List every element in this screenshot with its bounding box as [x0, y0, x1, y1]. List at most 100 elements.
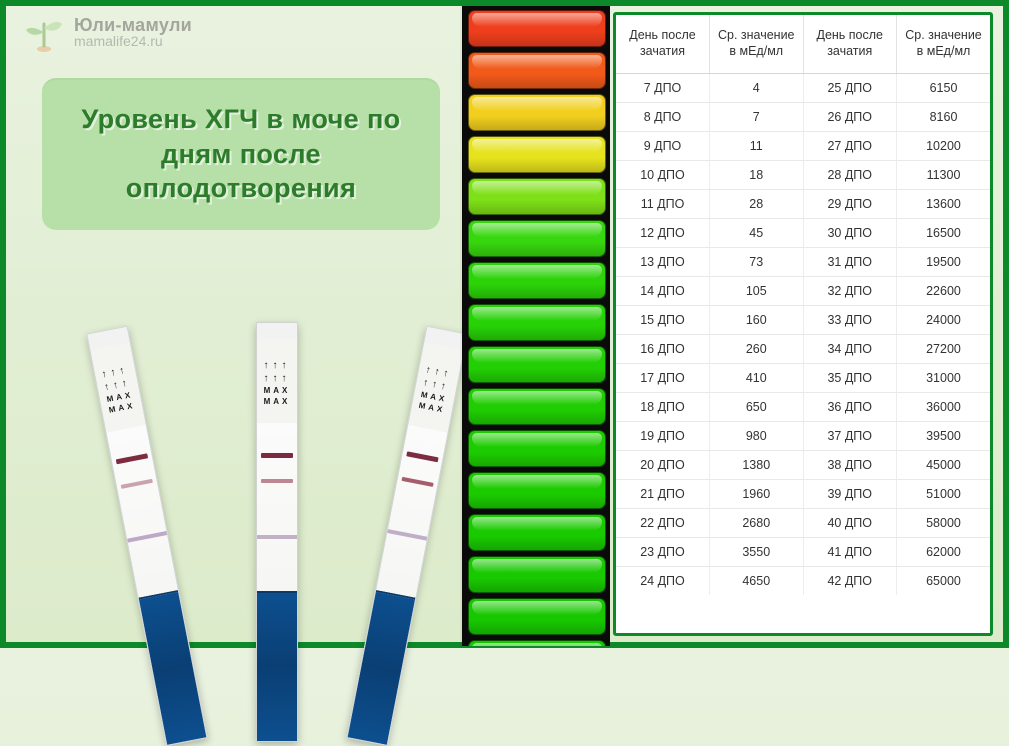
table-cell: 21 ДПО [616, 479, 710, 508]
table-cell: 14 ДПО [616, 276, 710, 305]
table-row: 9 ДПО1127 ДПО10200 [616, 131, 990, 160]
meter-segment [468, 430, 606, 467]
meter-segment [468, 52, 606, 89]
table-row: 22 ДПО268040 ДПО58000 [616, 508, 990, 537]
table-cell: 37 ДПО [803, 421, 897, 450]
hcg-table: День после зачатияСр. значение в мЕд/млД… [616, 15, 990, 595]
table-cell: 2680 [710, 508, 804, 537]
sprout-icon [22, 10, 66, 54]
meter-segment [468, 598, 606, 635]
table-row: 20 ДПО138038 ДПО45000 [616, 450, 990, 479]
test-strip: ↑↑↑↑↑↑MAXMAX [346, 326, 467, 746]
table-row: 11 ДПО2829 ДПО13600 [616, 189, 990, 218]
table-cell: 32 ДПО [803, 276, 897, 305]
meter-segment [468, 514, 606, 551]
table-cell: 26 ДПО [803, 102, 897, 131]
table-cell: 1380 [710, 450, 804, 479]
meter-segment [468, 640, 606, 646]
table-cell: 42 ДПО [803, 566, 897, 595]
table-cell: 22 ДПО [616, 508, 710, 537]
table-cell: 31 ДПО [803, 247, 897, 276]
table-cell: 29 ДПО [803, 189, 897, 218]
watermark-text: Юли-мамули mamalife24.ru [74, 16, 192, 48]
table-cell: 3550 [710, 537, 804, 566]
test-line [401, 477, 433, 487]
meter-segment [468, 472, 606, 509]
strip-reagent-zone [106, 425, 177, 598]
control-line [406, 451, 438, 462]
meter-segment [468, 94, 606, 131]
meter-segment [468, 346, 606, 383]
meter-segment [468, 262, 606, 299]
table-row: 10 ДПО1828 ДПО11300 [616, 160, 990, 189]
hcg-table-card: День после зачатияСр. значение в мЕд/млД… [613, 12, 993, 636]
strip-label-zone: ↑↑↑↑↑↑MAXMAX [90, 343, 145, 433]
table-cell: 39500 [897, 421, 991, 450]
strip-label-zone: ↑↑↑↑↑↑MAXMAX [257, 339, 297, 423]
table-cell: 160 [710, 305, 804, 334]
test-line [121, 479, 153, 489]
meter-segment [468, 556, 606, 593]
table-row: 12 ДПО4530 ДПО16500 [616, 218, 990, 247]
table-cell: 45 [710, 218, 804, 247]
table-row: 17 ДПО41035 ДПО31000 [616, 363, 990, 392]
table-cell: 24 ДПО [616, 566, 710, 595]
table-cell: 10 ДПО [616, 160, 710, 189]
arrow-icon: ↑↑↑ [425, 365, 453, 380]
table-cell: 260 [710, 334, 804, 363]
table-cell: 45000 [897, 450, 991, 479]
arrow-icon: ↑↑↑ [264, 374, 291, 384]
table-cell: 33 ДПО [803, 305, 897, 334]
table-row: 14 ДПО10532 ДПО22600 [616, 276, 990, 305]
table-row: 7 ДПО425 ДПО6150 [616, 73, 990, 102]
arrow-icon: ↑↑↑ [103, 378, 131, 393]
strip-handle [348, 590, 416, 745]
title-text: Уровень ХГЧ в моче по дням после оплодот… [60, 102, 422, 206]
table-cell: 62000 [897, 537, 991, 566]
table-header: День после зачатия [803, 15, 897, 73]
meter-segment [468, 136, 606, 173]
control-line [261, 453, 293, 458]
table-cell: 11300 [897, 160, 991, 189]
table-cell: 39 ДПО [803, 479, 897, 508]
table-cell: 35 ДПО [803, 363, 897, 392]
test-strips-group: ↑↑↑↑↑↑MAXMAX↑↑↑↑↑↑MAXMAX↑↑↑↑↑↑MAXMAX [136, 268, 456, 652]
table-cell: 25 ДПО [803, 73, 897, 102]
table-cell: 24000 [897, 305, 991, 334]
table-cell: 40 ДПО [803, 508, 897, 537]
max-label: MAX [418, 401, 446, 414]
test-strip: ↑↑↑↑↑↑MAXMAX [86, 326, 207, 746]
table-cell: 51000 [897, 479, 991, 508]
table-cell: 15 ДПО [616, 305, 710, 334]
table-cell: 23 ДПО [616, 537, 710, 566]
table-cell: 65000 [897, 566, 991, 595]
table-cell: 7 ДПО [616, 73, 710, 102]
table-cell: 73 [710, 247, 804, 276]
table-cell: 27200 [897, 334, 991, 363]
strip-reagent-zone [376, 425, 447, 598]
table-cell: 18 [710, 160, 804, 189]
meter-segment [468, 220, 606, 257]
table-cell: 30 ДПО [803, 218, 897, 247]
max-label: MAX [108, 401, 136, 414]
table-cell: 28 ДПО [803, 160, 897, 189]
table-cell: 8160 [897, 102, 991, 131]
table-cell: 20 ДПО [616, 450, 710, 479]
table-cell: 27 ДПО [803, 131, 897, 160]
table-row: 23 ДПО355041 ДПО62000 [616, 537, 990, 566]
table-row: 13 ДПО7331 ДПО19500 [616, 247, 990, 276]
table-cell: 13 ДПО [616, 247, 710, 276]
table-cell: 16 ДПО [616, 334, 710, 363]
dye-front [387, 529, 427, 541]
meter-segment [468, 178, 606, 215]
title-card: Уровень ХГЧ в моче по дням после оплодот… [42, 78, 440, 230]
table-cell: 31000 [897, 363, 991, 392]
table-cell: 41 ДПО [803, 537, 897, 566]
table-cell: 58000 [897, 508, 991, 537]
strip-reagent-zone [257, 423, 297, 591]
table-cell: 11 [710, 131, 804, 160]
table-row: 19 ДПО98037 ДПО39500 [616, 421, 990, 450]
table-cell: 105 [710, 276, 804, 305]
table-cell: 13600 [897, 189, 991, 218]
table-row: 16 ДПО26034 ДПО27200 [616, 334, 990, 363]
